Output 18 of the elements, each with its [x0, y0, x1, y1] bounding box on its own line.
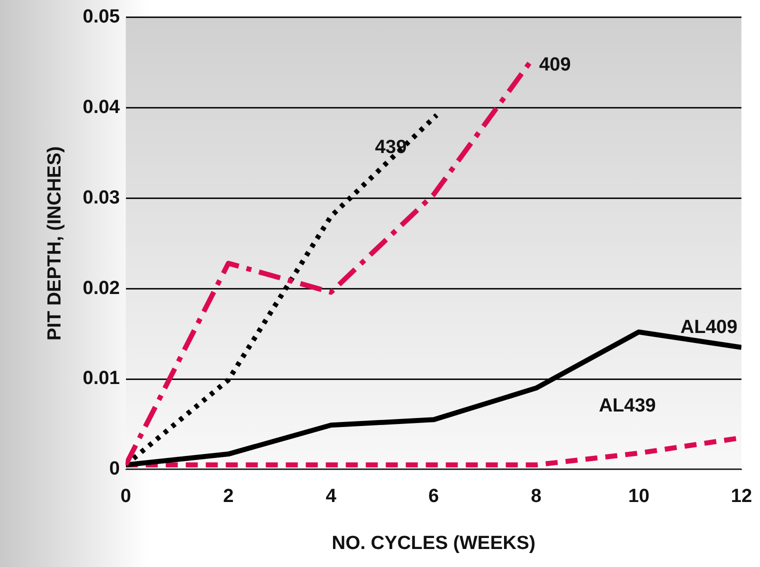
x-axis-title: NO. CYCLES (WEEKS)	[332, 532, 536, 554]
x-tick-label: 6	[428, 486, 439, 508]
y-tick-label: 0.05	[82, 6, 120, 28]
y-axis-title: PIT DEPTH, (INCHES)	[44, 146, 66, 341]
y-tick-label: 0.02	[82, 278, 120, 299]
y-tick-label: 0	[109, 458, 120, 480]
series-label: AL439	[598, 395, 656, 416]
series-label: 409	[539, 54, 571, 76]
x-tick-label: 2	[223, 486, 234, 508]
y-tick-label: 0.04	[82, 97, 120, 118]
x-tick-label: 10	[628, 486, 650, 508]
y-tick-label: 0.01	[82, 368, 120, 390]
x-tick-label: 12	[730, 486, 752, 508]
series-label: AL409	[680, 317, 738, 338]
y-tick-label: 0.03	[82, 187, 120, 208]
series-label: 439	[374, 136, 407, 158]
x-tick-label: 8	[530, 486, 542, 508]
x-tick-label: 4	[326, 486, 337, 508]
